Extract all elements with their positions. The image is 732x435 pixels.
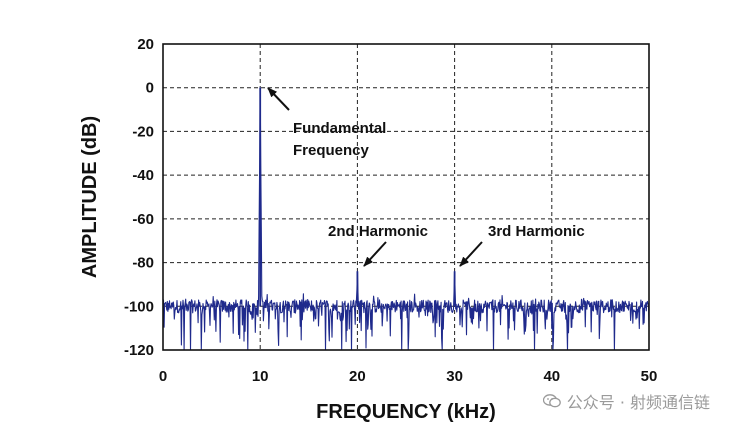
annotations: Fundamental Frequency 2nd Harmonic 3rd Harm… [267,87,585,267]
x-tick-label: 50 [641,368,658,385]
wechat-icon [542,394,561,408]
y-tick-label: -100 [124,298,154,315]
y-tick-label: -40 [132,167,154,184]
y-tick-label: 0 [146,80,154,97]
x-tick-label: 10 [252,368,269,385]
y-tick-label: -80 [132,255,154,272]
x-tick-label: 0 [159,368,167,385]
annotation-arrow [267,87,290,111]
x-tick-label: 40 [543,368,560,385]
watermark-text: 公众号 · 射频通信链 [566,393,710,412]
annotation-fundamental: Fundamental [293,120,386,137]
tick-labels: 20 0 -20 -40 -60 -80 -100 -120 0 10 20 30 40 50 [124,36,657,385]
y-tick-label: -120 [124,342,154,359]
annotation-arrow [459,241,483,267]
annotation-arrow [363,241,387,267]
y-tick-label: -60 [132,211,154,228]
annotation-second: 2nd Harmonic [328,223,428,240]
x-tick-label: 20 [349,368,366,385]
trace-layer [162,87,650,351]
x-tick-label: 30 [446,368,463,385]
y-axis-title: AMPLITUDE (dB) [79,116,101,278]
plot-frame [162,43,650,351]
y-tick-label: -20 [132,123,154,140]
spectrum-trace [162,87,650,351]
watermark: 公众号 · 射频通信链 [542,389,710,413]
x-axis-title: FREQUENCY (kHz) [316,401,496,423]
annotation-third: 3rd Harmonic [488,223,585,240]
annotation-fundamental: Frequency [293,142,370,159]
y-tick-label: 20 [137,36,154,53]
